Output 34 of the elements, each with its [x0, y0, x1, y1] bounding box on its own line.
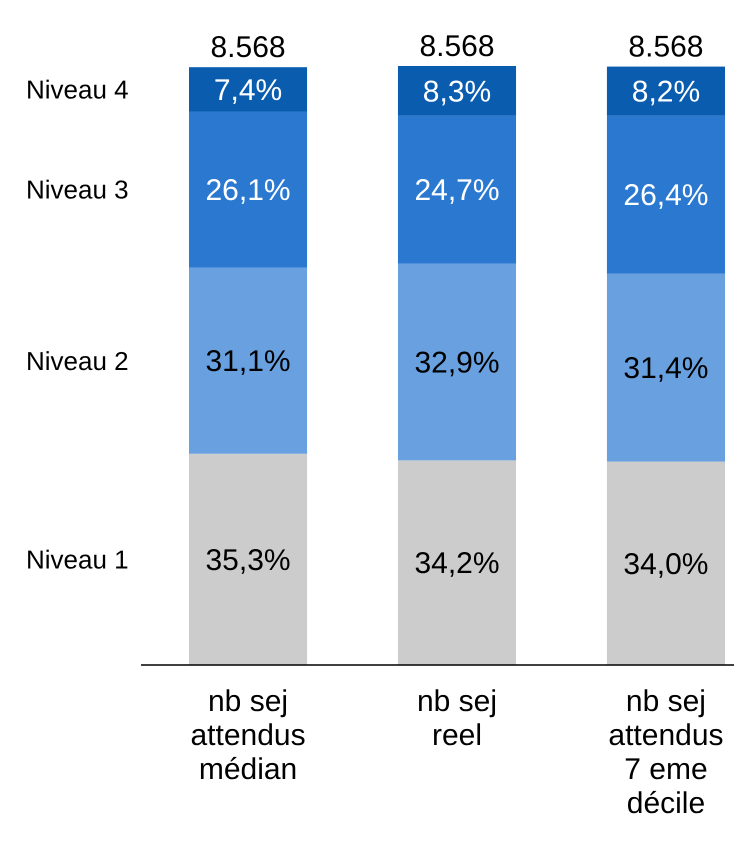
bar	[398, 66, 516, 116]
data-label: 26,1%	[205, 174, 291, 208]
data-label: 34,2%	[414, 547, 500, 580]
data-label: 8,2%	[632, 76, 700, 109]
text: Niveau 4	[26, 74, 129, 104]
data-label: 34,0%	[623, 548, 709, 581]
data-label: 32,9%	[414, 346, 500, 380]
x-tick-label: nb sej attendus 7 eme décile	[608, 685, 724, 820]
bar	[606, 274, 725, 462]
bar	[606, 462, 725, 665]
bar	[398, 263, 516, 460]
x-tick-label: nb sej attendus médian	[190, 685, 306, 786]
bar	[189, 111, 308, 268]
bar	[398, 460, 516, 665]
text: Niveau 2	[26, 346, 129, 376]
text: 8.568	[419, 30, 495, 63]
data-label: 31,1%	[205, 345, 291, 378]
x-tick-label: nb sej reel	[416, 685, 498, 752]
bar	[189, 67, 308, 112]
bar	[606, 66, 725, 116]
bar	[606, 116, 725, 274]
data-label: 26,4%	[623, 179, 709, 212]
data-label: 8,3%	[422, 75, 492, 108]
data-label: 24,7%	[414, 174, 500, 208]
bar	[189, 454, 308, 665]
text: Niveau 1	[26, 544, 129, 574]
data-label: 31,4%	[623, 352, 709, 386]
bar	[189, 268, 308, 454]
text: 8.568	[210, 31, 286, 64]
data-label: 35,3%	[205, 544, 291, 577]
text: Niveau 3	[26, 174, 129, 205]
text: 8.568	[628, 30, 704, 64]
bar	[398, 116, 516, 264]
data-label: 7,4%	[214, 74, 282, 107]
